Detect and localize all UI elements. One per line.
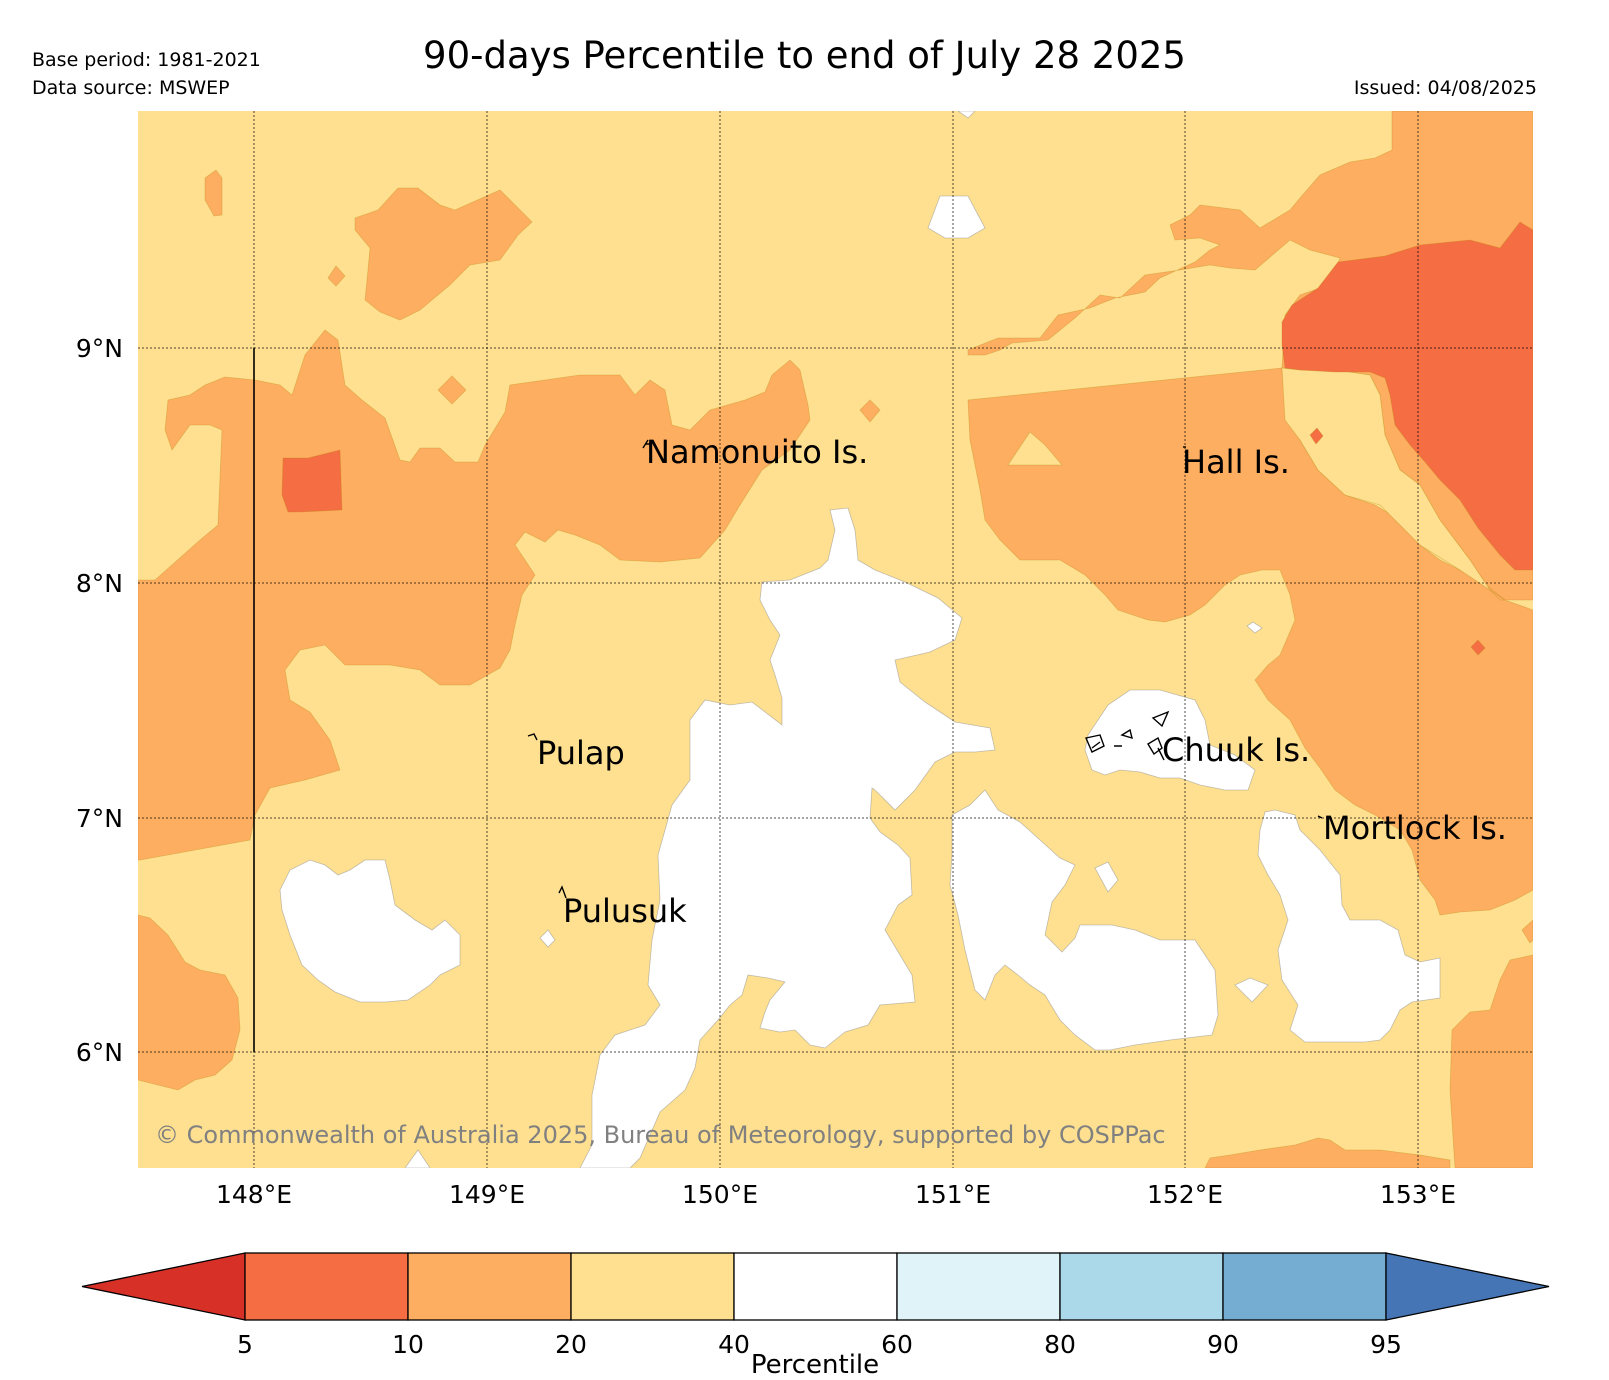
lon-tick-label: 148°E bbox=[216, 1180, 292, 1209]
percentile-20-40-patches bbox=[1007, 367, 1506, 601]
place-label-pulusuk: Pulusuk bbox=[563, 892, 687, 930]
southeast-corner-region bbox=[1449, 954, 1533, 1168]
lat-tick-label: 9°N bbox=[76, 334, 123, 363]
lat-tick-label: 6°N bbox=[76, 1038, 123, 1067]
east-small-diamond bbox=[1470, 639, 1486, 656]
lon-tick-label: 152°E bbox=[1147, 1180, 1223, 1209]
latitude-tick-labels: 9°N 8°N 7°N 6°N bbox=[76, 334, 123, 1067]
south-coast-strip bbox=[1204, 1137, 1451, 1168]
percentile-40-60-regions bbox=[279, 111, 1441, 1168]
colorbar-swatch bbox=[1222, 1252, 1387, 1321]
copyright-notice: © Commonwealth of Australia 2025, Bureau… bbox=[155, 1121, 1166, 1149]
lon-tick-label: 149°E bbox=[449, 1180, 525, 1209]
south-edge-white bbox=[404, 1149, 431, 1168]
place-label-pulap: Pulap bbox=[537, 734, 625, 772]
colorbar-tick-label: 80 bbox=[1044, 1330, 1076, 1359]
namonuito-outline bbox=[642, 439, 651, 449]
colorbar-swatch bbox=[733, 1252, 898, 1321]
small-diamond-a bbox=[327, 265, 346, 287]
place-label-hall: Hall Is. bbox=[1182, 443, 1290, 481]
east-white-patch bbox=[1257, 809, 1441, 1043]
southwest-white-patch bbox=[279, 859, 461, 1003]
colorbar-title: Percentile bbox=[751, 1350, 879, 1380]
colorbar-swatch bbox=[570, 1252, 735, 1321]
southeast-white-diamond bbox=[1234, 977, 1269, 1003]
east-edge-tick bbox=[1521, 919, 1533, 944]
central-white-region bbox=[579, 507, 996, 1168]
hall-is-small-patch bbox=[1007, 431, 1063, 466]
data-source-label: Data source: MSWEP bbox=[32, 77, 230, 99]
mortlock-outline bbox=[1317, 815, 1323, 819]
lat-tick-label: 7°N bbox=[76, 804, 123, 833]
lon-tick-label: 150°E bbox=[682, 1180, 758, 1209]
map-plot-area: Namonuito Is. Hall Is. Pulap Chuuk Is. M… bbox=[138, 111, 1533, 1168]
map-title: 90-days Percentile to end of July 28 202… bbox=[423, 34, 1186, 77]
colorbar-tick-label: 90 bbox=[1207, 1330, 1239, 1359]
south-white-drop bbox=[1094, 861, 1119, 893]
colorbar-swatch bbox=[896, 1252, 1061, 1321]
place-label-mortlock: Mortlock Is. bbox=[1323, 809, 1507, 847]
place-labels: Namonuito Is. Hall Is. Pulap Chuuk Is. M… bbox=[537, 433, 1507, 930]
pulusuk-small-white bbox=[539, 929, 556, 948]
lon-tick-label: 151°E bbox=[915, 1180, 991, 1209]
small-diamond-c bbox=[859, 399, 881, 423]
island-outlines bbox=[527, 439, 1323, 899]
pulap-outline bbox=[527, 733, 538, 741]
place-label-chuuk: Chuuk Is. bbox=[1162, 731, 1310, 769]
north-edge-white bbox=[957, 111, 976, 119]
southwest-corner-region bbox=[138, 914, 241, 1091]
map-gridlines bbox=[138, 111, 1533, 1168]
small-diamond-b bbox=[437, 375, 467, 405]
colorbar-tick-label: 20 bbox=[555, 1330, 587, 1359]
hall-is-diamond bbox=[1309, 427, 1324, 445]
north-white-patch bbox=[927, 195, 986, 239]
issued-date-label: Issued: 04/08/2025 bbox=[1353, 77, 1537, 99]
chuuk-white-patch bbox=[1084, 689, 1256, 791]
north-central-blob bbox=[354, 187, 533, 321]
colorbar-swatch bbox=[244, 1252, 409, 1321]
colorbar-tick-label: 60 bbox=[881, 1330, 913, 1359]
colorbar-tick-label: 10 bbox=[392, 1330, 424, 1359]
colorbar-swatch bbox=[407, 1252, 572, 1321]
west-small-patch bbox=[281, 449, 343, 513]
chuuk-small-white bbox=[1246, 621, 1263, 634]
percentile-5-10-regions bbox=[281, 221, 1533, 656]
colorbar-tick-labels: 5 10 20 40 60 80 90 95 bbox=[237, 1330, 1402, 1359]
lat-tick-label: 8°N bbox=[76, 569, 123, 598]
chuuk-lagoon-islands bbox=[1085, 710, 1170, 761]
colorbar-swatch bbox=[1059, 1252, 1224, 1321]
colorbar: 5 10 20 40 60 80 90 95 Percentile bbox=[81, 1252, 1550, 1380]
colorbar-swatch bbox=[1385, 1252, 1550, 1321]
colorbar-swatch bbox=[81, 1252, 246, 1321]
south-central-white-patch bbox=[949, 789, 1219, 1051]
colorbar-swatches bbox=[81, 1252, 1550, 1321]
colorbar-tick-label: 40 bbox=[718, 1330, 750, 1359]
northeast-patch bbox=[1281, 221, 1533, 571]
base-period-label: Base period: 1981-2021 bbox=[32, 49, 261, 71]
colorbar-tick-label: 95 bbox=[1370, 1330, 1402, 1359]
colorbar-tick-label: 5 bbox=[237, 1330, 253, 1359]
chuuk-east-patch bbox=[1281, 367, 1506, 601]
northwest-patch bbox=[204, 169, 223, 217]
longitude-tick-labels: 148°E 149°E 150°E 151°E 152°E 153°E bbox=[216, 1180, 1456, 1209]
place-label-namonuito: Namonuito Is. bbox=[646, 433, 868, 471]
pulusuk-outline bbox=[558, 885, 567, 899]
lon-tick-label: 153°E bbox=[1380, 1180, 1456, 1209]
